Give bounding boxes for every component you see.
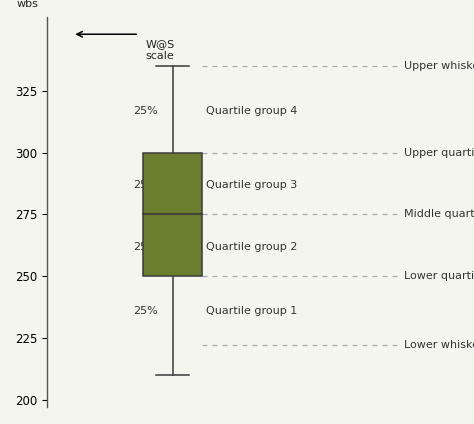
Text: Upper whisker: Upper whisker <box>404 61 474 71</box>
Bar <box>143 153 202 276</box>
Text: 25%: 25% <box>133 106 158 116</box>
Text: Lower whisker: Lower whisker <box>404 340 474 350</box>
Text: Quartile group 1: Quartile group 1 <box>206 306 297 316</box>
Text: Quartile group 2: Quartile group 2 <box>206 242 297 251</box>
Text: Upper quartile: Upper quartile <box>404 148 474 158</box>
Text: Quartile group 4: Quartile group 4 <box>206 106 297 116</box>
Text: Quartile group 3: Quartile group 3 <box>206 180 297 190</box>
Text: wbs: wbs <box>16 0 38 9</box>
Text: W@S
scale: W@S scale <box>146 39 175 61</box>
Text: Lower quartile: Lower quartile <box>404 271 474 281</box>
Text: Middle quartile / median: Middle quartile / median <box>404 209 474 220</box>
Text: 25%: 25% <box>133 242 158 251</box>
Text: 25%: 25% <box>133 180 158 190</box>
Text: 25%: 25% <box>133 306 158 316</box>
